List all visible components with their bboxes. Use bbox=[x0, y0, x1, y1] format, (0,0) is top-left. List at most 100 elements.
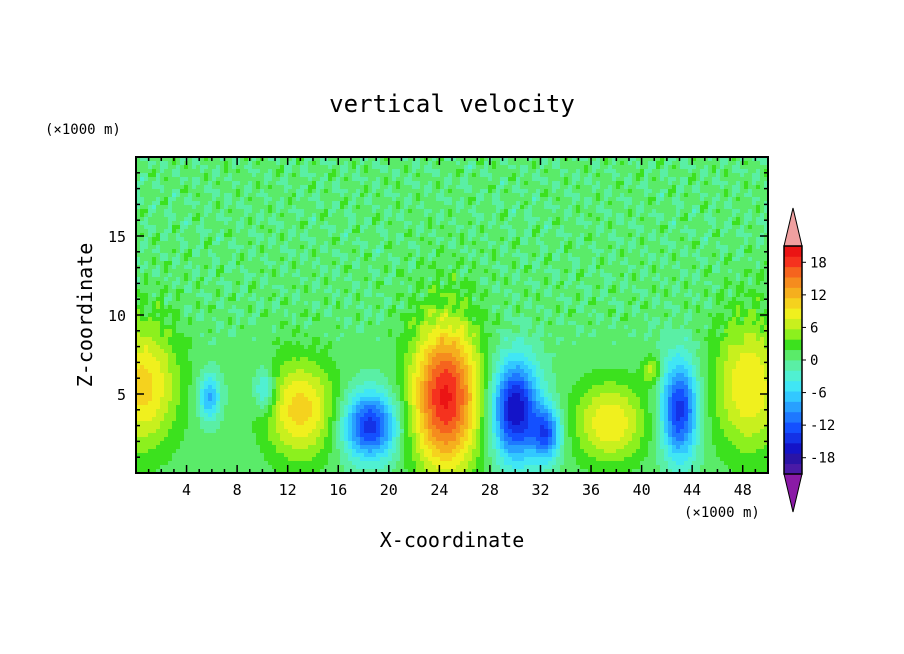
field-cell bbox=[148, 217, 153, 222]
field-cell bbox=[176, 205, 181, 210]
field-cell bbox=[760, 173, 765, 178]
field-cell bbox=[552, 193, 557, 198]
field-cell bbox=[312, 257, 317, 262]
field-cell bbox=[744, 241, 749, 246]
field-cell bbox=[440, 193, 445, 198]
field-cell bbox=[276, 225, 281, 230]
field-cell bbox=[428, 261, 433, 266]
field-cell bbox=[472, 237, 477, 242]
field-cell bbox=[696, 249, 701, 254]
field-cell bbox=[556, 213, 561, 218]
field-cell bbox=[168, 181, 173, 186]
field-cell bbox=[320, 157, 325, 162]
field-cell bbox=[544, 209, 549, 214]
field-cell bbox=[324, 173, 329, 178]
field-cell bbox=[448, 169, 453, 174]
field-cell bbox=[392, 177, 397, 182]
field-cell bbox=[632, 225, 637, 230]
field-cell bbox=[232, 225, 237, 230]
field-cell bbox=[160, 197, 165, 202]
field-cell bbox=[400, 165, 405, 170]
field-cell bbox=[500, 169, 505, 174]
field-cell bbox=[720, 221, 725, 226]
field-cell bbox=[564, 225, 569, 230]
field-cell bbox=[352, 269, 357, 274]
field-cell bbox=[412, 225, 417, 230]
field-cell bbox=[400, 245, 405, 250]
field-cell bbox=[492, 241, 497, 246]
field-cell bbox=[136, 217, 141, 222]
field-cell bbox=[508, 169, 513, 174]
field-cell bbox=[548, 181, 553, 186]
field-cell bbox=[664, 241, 669, 246]
field-cell bbox=[608, 189, 613, 194]
field-cell bbox=[696, 177, 701, 182]
field-cell bbox=[724, 257, 729, 262]
field-cell bbox=[364, 173, 369, 178]
field-cell bbox=[160, 213, 165, 218]
field-cell bbox=[696, 213, 701, 218]
field-cell bbox=[152, 241, 157, 246]
field-cell bbox=[524, 209, 529, 214]
field-cell bbox=[716, 201, 721, 206]
field-cell bbox=[496, 249, 501, 254]
field-cell bbox=[308, 249, 313, 254]
field-cell bbox=[484, 205, 489, 210]
field-cell bbox=[724, 173, 729, 178]
field-cell bbox=[312, 169, 317, 174]
field-cell bbox=[672, 253, 677, 258]
field-cell bbox=[732, 233, 737, 238]
field-cell bbox=[396, 269, 401, 274]
field-cell bbox=[756, 201, 761, 206]
field-cell bbox=[196, 253, 201, 258]
field-cell bbox=[424, 277, 429, 282]
field-cell bbox=[556, 197, 561, 202]
field-cell bbox=[144, 173, 149, 178]
field-cell bbox=[212, 281, 217, 286]
field-cell bbox=[236, 221, 241, 226]
field-cell bbox=[572, 161, 577, 166]
field-cell bbox=[364, 229, 369, 234]
field-cell bbox=[384, 189, 389, 194]
field-cell bbox=[724, 277, 729, 282]
field-cell bbox=[468, 217, 473, 222]
field-cell bbox=[468, 177, 473, 182]
field-cell bbox=[204, 277, 209, 282]
field-cell bbox=[356, 221, 361, 226]
field-cell bbox=[624, 233, 629, 238]
field-cell bbox=[248, 181, 253, 186]
field-cell bbox=[404, 205, 409, 210]
field-cell bbox=[448, 253, 453, 258]
field-cell bbox=[596, 237, 601, 242]
field-cell bbox=[424, 253, 429, 258]
field-cell bbox=[560, 165, 565, 170]
field-cell bbox=[408, 273, 413, 278]
field-cell bbox=[528, 201, 533, 206]
field-cell bbox=[296, 249, 301, 254]
field-cell bbox=[464, 193, 469, 198]
field-cell bbox=[432, 213, 437, 218]
field-cell bbox=[256, 205, 261, 210]
field-cell bbox=[644, 261, 649, 266]
field-cell bbox=[164, 265, 169, 270]
field-cell bbox=[344, 173, 349, 178]
field-cell bbox=[724, 213, 729, 218]
field-cell bbox=[560, 221, 565, 226]
field-cell bbox=[624, 261, 629, 266]
field-cell bbox=[748, 225, 753, 230]
field-cell bbox=[372, 181, 377, 186]
field-cell bbox=[664, 205, 669, 210]
field-cell bbox=[160, 193, 165, 198]
field-cell bbox=[560, 209, 565, 214]
field-cell bbox=[240, 229, 245, 234]
field-cell bbox=[640, 249, 645, 254]
field-cell bbox=[592, 213, 597, 218]
field-cell bbox=[416, 277, 421, 282]
field-cell bbox=[480, 265, 485, 270]
field-cell bbox=[236, 189, 241, 194]
field-cell bbox=[320, 241, 325, 246]
field-cell bbox=[328, 193, 333, 198]
field-cell bbox=[648, 201, 653, 206]
field-cell bbox=[564, 165, 569, 170]
field-cell bbox=[488, 265, 493, 270]
